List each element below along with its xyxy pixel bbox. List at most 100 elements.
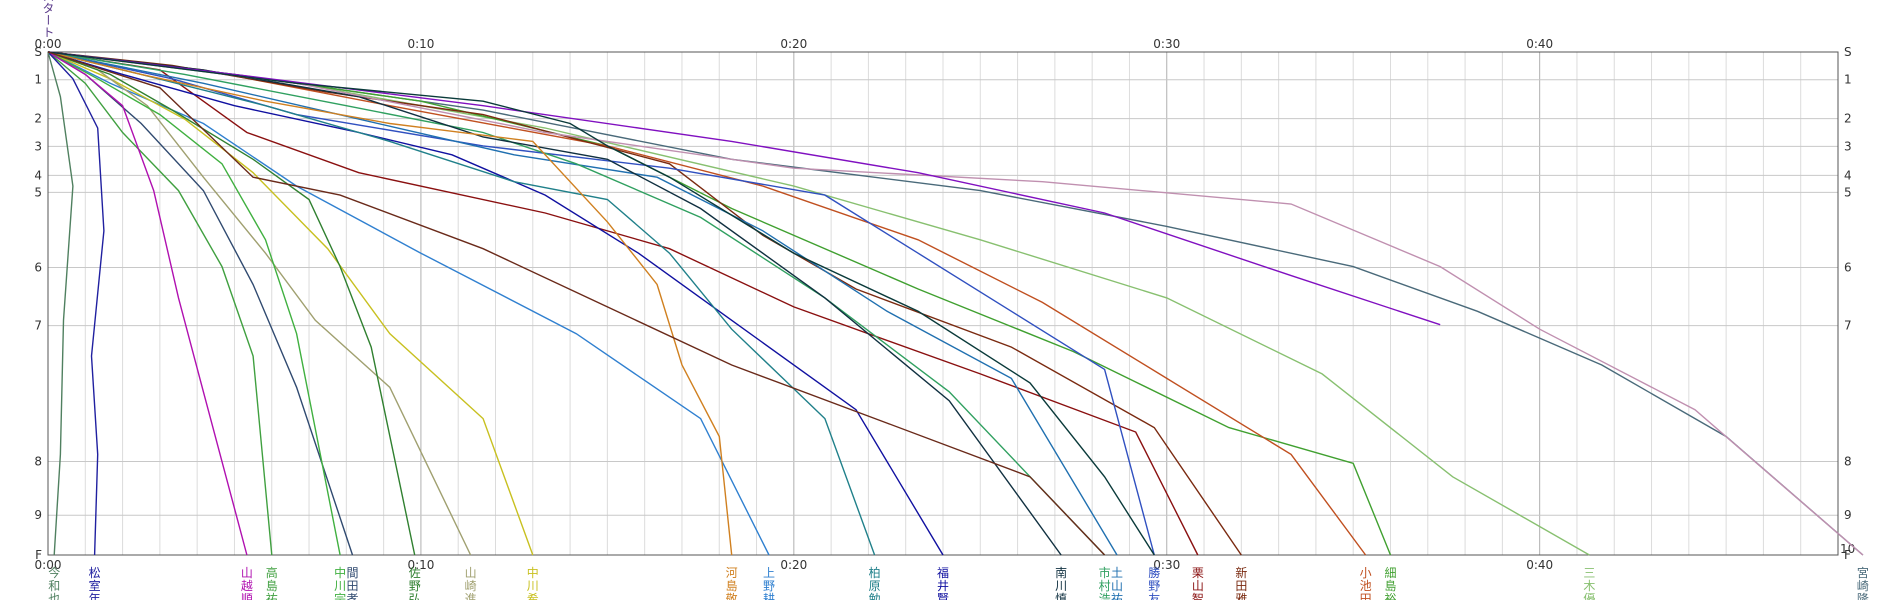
runner-name: 山崎 xyxy=(465,566,477,593)
series-line-5 xyxy=(47,51,1199,556)
runner-name: 新田 xyxy=(1235,565,1247,593)
series-line-2 xyxy=(47,51,1392,556)
runner-name-char: 田 xyxy=(347,579,359,593)
runner-name-char: 佐 xyxy=(409,566,421,580)
runner-name-char: 川 xyxy=(334,579,346,593)
runner-name-suffix: 賢 xyxy=(937,592,949,600)
runner-name-suffix: 年 xyxy=(89,592,101,600)
runner-name-suffix: 希 xyxy=(527,591,539,600)
runner-name-char: 土 xyxy=(1111,566,1123,580)
runner-name-char: 上 xyxy=(763,566,775,580)
runner-name-suffix: 祐 xyxy=(1111,592,1123,600)
series-line-10 xyxy=(47,51,944,556)
series-line-3 xyxy=(47,51,1367,556)
y-station-label-left: 4 xyxy=(34,168,42,182)
runner-name-char: 和 xyxy=(48,579,60,593)
series-line-6 xyxy=(47,51,1155,556)
y-station-label-right: 7 xyxy=(1844,319,1852,333)
runner-name: 宮崎 xyxy=(1857,565,1869,593)
runner-name: 細島 xyxy=(1384,566,1396,593)
y-station-label-right: 8 xyxy=(1844,455,1852,469)
start-label: スタート xyxy=(41,0,55,38)
runner-name-char: 柏 xyxy=(869,565,881,580)
runner-name-char: 川 xyxy=(527,579,539,593)
runner-name-suffix: 敬 xyxy=(726,592,738,600)
runner-name-suffix: 隆 xyxy=(1857,591,1869,600)
y-station-label-right: S xyxy=(1844,45,1852,59)
runner-name: 佐野 xyxy=(409,566,421,593)
series-line-19 xyxy=(47,51,273,556)
series-line-20 xyxy=(47,51,248,556)
x-tick-label-bottom: 0:40 xyxy=(1526,558,1553,572)
series-line-18 xyxy=(47,51,341,556)
runner-name-char: 新 xyxy=(1235,565,1247,580)
y-station-label-right: 1 xyxy=(1844,73,1852,87)
x-tick-label-top: 0:30 xyxy=(1153,37,1180,51)
runner-name: 南川 xyxy=(1055,565,1067,593)
runner-name-suffix: 宗 xyxy=(334,591,346,600)
runner-name: 福井 xyxy=(937,565,949,593)
runner-name: 上野 xyxy=(763,566,775,593)
x-tick-label-top: 0:00 xyxy=(35,37,62,51)
runner-name-suffix: 進 xyxy=(465,592,477,600)
y-station-label-left: S xyxy=(34,45,42,59)
runner-name-char: 山 xyxy=(465,566,477,580)
series-line-21 xyxy=(47,51,105,556)
x-tick-label-bottom: 0:30 xyxy=(1153,558,1180,572)
runner-name-char: 野 xyxy=(1148,579,1160,593)
runner-name-char: 島 xyxy=(1384,578,1396,593)
runner-name-suffix: 孝 xyxy=(347,592,359,600)
runner-name-suffix: 弘 xyxy=(409,592,421,600)
runner-name-suffix: 優 xyxy=(1583,592,1595,600)
runner-name: 市村 xyxy=(1099,565,1111,593)
x-tick-label-bottom: 0:00 xyxy=(35,558,62,572)
runner-name-char: 崎 xyxy=(465,579,477,593)
y-station-label-left: 1 xyxy=(34,73,42,87)
runner-name-suffix: 慎 xyxy=(1055,592,1067,600)
series-line-12 xyxy=(47,51,770,556)
series-line-13 xyxy=(47,51,733,556)
runner-name-char: 村 xyxy=(1099,579,1111,593)
runner-name-char: 野 xyxy=(763,579,775,593)
runner-name-char: 島 xyxy=(726,578,738,593)
runner-name-char: 山 xyxy=(241,566,253,580)
runner-name-char: 島 xyxy=(266,578,278,593)
series-line-25 xyxy=(47,51,1155,556)
runner-name: 高島 xyxy=(266,565,278,593)
y-station-label-right: 2 xyxy=(1844,112,1852,126)
y-station-label-right: F xyxy=(1844,548,1851,562)
runner-name-char: 松 xyxy=(89,566,101,580)
labels: スタート宮崎隆三木優細島裕小池田新田雅栗山智勝野友土山祐市村浩南川慎福井賢柏原勉… xyxy=(41,0,1869,600)
y-station-label-left: 8 xyxy=(34,455,42,469)
x-tick-label-bottom: 0:10 xyxy=(407,558,434,572)
runner-name-char: 小 xyxy=(1360,566,1372,580)
runner-name: 中川 xyxy=(334,565,346,593)
runner-name: 三木 xyxy=(1583,566,1595,593)
grid xyxy=(48,52,1838,555)
runner-name: 柏原 xyxy=(869,565,881,593)
runner-name-suffix: 順 xyxy=(241,592,253,600)
series-line-22 xyxy=(47,51,74,556)
y-station-label-right: 3 xyxy=(1844,139,1852,153)
series-line-16 xyxy=(47,51,416,556)
runner-name-suffix: 智 xyxy=(1192,591,1204,600)
runner-name-suffix: 浩 xyxy=(1099,592,1111,600)
runner-name: 栗山 xyxy=(1192,566,1204,593)
runner-name-char: 川 xyxy=(1055,579,1067,593)
series-line-1 xyxy=(47,51,1590,556)
runner-name-char: 崎 xyxy=(1857,579,1869,593)
runner-name: 勝野 xyxy=(1148,565,1160,593)
y-station-label-left: F xyxy=(35,548,42,562)
runner-name-char: 今 xyxy=(48,565,60,580)
series-line-9 xyxy=(47,51,1062,556)
runner-name-char: 越 xyxy=(241,579,253,593)
y-station-label-left: 3 xyxy=(34,139,42,153)
series-line-26 xyxy=(47,51,1106,556)
runner-name-suffix: 耕 xyxy=(763,591,775,600)
series-line-24 xyxy=(47,51,1441,326)
y-station-label-right: 5 xyxy=(1844,185,1852,199)
y-station-label-left: 2 xyxy=(34,112,42,126)
runner-name: 中川 xyxy=(527,565,539,593)
runner-name-char: 木 xyxy=(1583,579,1595,593)
